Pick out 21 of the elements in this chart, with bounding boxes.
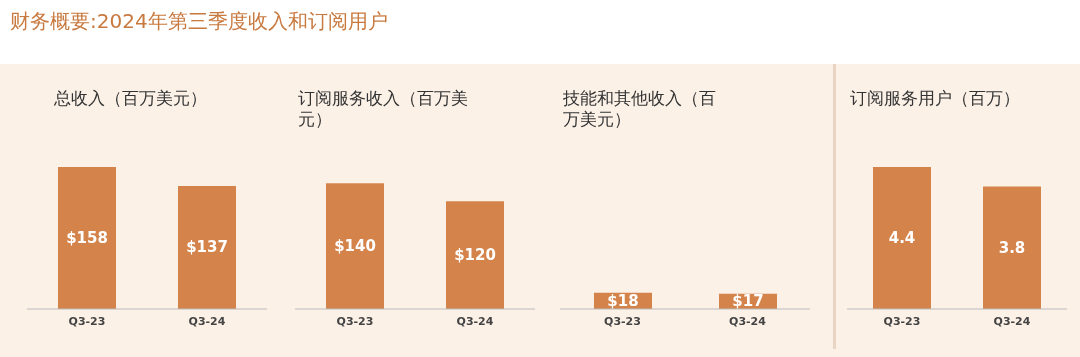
data-label: $140 xyxy=(334,237,376,256)
chart-title: 财务概要:2024年第三季度收入和订阅用户 xyxy=(10,8,388,35)
data-label: $18 xyxy=(607,291,639,310)
x-tick-label: Q3-23 xyxy=(883,314,921,328)
x-tick-label: Q3-24 xyxy=(729,314,767,328)
x-tick-label: Q3-24 xyxy=(456,314,494,328)
x-tick-label: Q3-24 xyxy=(993,314,1031,328)
x-tick-label: Q3-23 xyxy=(68,314,106,328)
data-label: $17 xyxy=(732,292,764,311)
x-tick-label: Q3-23 xyxy=(336,314,374,328)
data-label: $137 xyxy=(186,238,228,257)
x-tick-label: Q3-23 xyxy=(604,314,641,328)
chart-subtitle: 技能和其他收入（百万美元） xyxy=(563,88,717,130)
chart-subtitle: 总收入（百万美元） xyxy=(54,88,208,109)
data-label: $120 xyxy=(454,246,496,265)
x-tick-label: Q3-24 xyxy=(188,314,226,328)
data-label: 3.8 xyxy=(998,238,1026,257)
chart-subtitle: 订阅服务收入（百万美元） xyxy=(298,88,469,130)
chart-subtitle: 订阅服务用户（百万） xyxy=(850,88,1021,109)
data-label: $158 xyxy=(66,229,108,248)
data-label: 4.4 xyxy=(888,229,916,248)
